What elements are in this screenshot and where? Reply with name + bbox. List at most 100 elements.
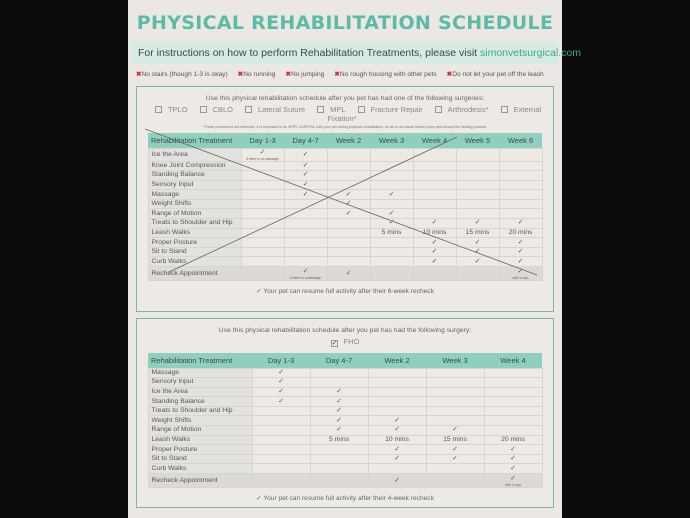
treatment-name: Weight Shifts xyxy=(147,198,242,210)
schedule-cell xyxy=(369,147,414,162)
check-icon: ✓ xyxy=(302,180,309,188)
table-row: Sensory Input ✓ xyxy=(147,179,543,191)
schedule-cell: ✓ xyxy=(412,256,457,268)
surgery-checkbox-external-fixation-[interactable]: External Fixation* xyxy=(327,105,541,123)
treatment-name: Sit to Stand xyxy=(147,453,253,465)
schedule-cell xyxy=(326,237,371,248)
check-icon: ✓ xyxy=(394,416,400,424)
schedule-cell xyxy=(326,256,371,268)
schedule-cell: ✓ xyxy=(367,453,427,465)
schedule-cell: ✓ xyxy=(367,425,427,436)
schedule-cell xyxy=(240,237,285,248)
surgery-checkbox-mpl[interactable]: MPL xyxy=(314,105,348,114)
treatment-name: Treats to Shoulder and Hip xyxy=(147,218,242,229)
treatment-name: Knee Joint Compression xyxy=(147,160,242,172)
check-icon: ✓ xyxy=(336,407,342,415)
schedule-cell xyxy=(251,453,311,465)
schedule-cell xyxy=(367,396,427,407)
schedule-cell xyxy=(483,386,543,398)
schedule-cell xyxy=(283,198,328,210)
surgery-checkbox-lateral-suture[interactable]: Lateral Suture xyxy=(242,105,308,114)
surgery-checkbox-cblo[interactable]: CBLO xyxy=(197,105,236,114)
x-icon: ✖ xyxy=(446,71,453,78)
schedule-cell xyxy=(251,405,311,417)
schedule-cell xyxy=(326,227,371,239)
website-link[interactable]: simonvetsurgical.com xyxy=(480,47,581,59)
table-row: Curb Walks ✓ xyxy=(147,463,543,475)
checkbox[interactable] xyxy=(317,106,325,113)
checkbox[interactable] xyxy=(500,106,508,113)
schedule-cell xyxy=(498,189,543,200)
column-header: Week 2 xyxy=(327,133,370,148)
column-header: Week 4 xyxy=(484,353,542,368)
schedule-cell xyxy=(309,473,369,489)
schedule-cell xyxy=(425,386,485,398)
schedule-cell xyxy=(455,189,500,200)
schedule-cell xyxy=(412,208,457,220)
page-title: PHYSICAL REHABILITATION SCHEDULE xyxy=(136,12,554,34)
schedule-cell xyxy=(326,160,371,172)
schedule-cell xyxy=(412,147,457,162)
schedule-cell xyxy=(483,415,543,427)
treatment-name: Recheck Appointment xyxy=(147,266,242,282)
x-icon: ✖ xyxy=(237,71,244,78)
checkbox[interactable] xyxy=(434,106,442,113)
schedule-cell: ✓ xyxy=(326,189,371,200)
schedule-cell xyxy=(412,266,457,282)
check-icon: ✓ xyxy=(302,267,309,275)
header-row: Rehabilitation Treatment Day 1-3 Day 4-7 We… xyxy=(148,133,542,148)
duration: 20 mins xyxy=(501,435,525,443)
schedule-cell xyxy=(369,179,414,191)
schedule-cell xyxy=(455,198,500,210)
checkbox[interactable]: ✓ xyxy=(330,340,338,347)
schedule-cell: ✓ xyxy=(309,386,369,398)
check-icon: ✓ xyxy=(452,426,458,434)
checkbox[interactable] xyxy=(154,106,162,113)
schedule-cell xyxy=(240,227,285,239)
checkbox[interactable] xyxy=(357,106,365,113)
schedule-cell xyxy=(251,415,311,427)
table-row: Treats to Shoulder and Hip ✓ xyxy=(147,405,543,417)
schedule-cell: ✓ xyxy=(425,444,485,455)
checkbox[interactable] xyxy=(245,106,252,113)
schedule-cell xyxy=(483,425,543,436)
schedule-cell xyxy=(369,246,414,258)
schedule-cell xyxy=(251,473,311,489)
schedule-cell: ✓ xyxy=(498,218,543,229)
surgery-checkbox-fracture-repair[interactable]: Fracture Repair xyxy=(355,105,426,114)
schedule-cell xyxy=(367,367,427,379)
treatment-name: Standing Balance xyxy=(147,396,253,407)
surgery-checkbox-tplo[interactable]: TPLO xyxy=(152,105,191,114)
table-row: Curb Walks ✓ ✓ ✓ xyxy=(147,256,543,268)
schedule-cell xyxy=(425,415,485,427)
schedule-cell xyxy=(369,237,414,248)
surgery-label: FHO xyxy=(343,337,360,346)
check-icon: ✓ xyxy=(517,257,524,265)
schedule-cell xyxy=(240,170,285,181)
schedule-cell xyxy=(425,396,485,407)
schedule-cell xyxy=(412,160,457,172)
schedule-cell xyxy=(412,189,457,200)
surgery-checkbox-arthrodesis-[interactable]: Arthrodesis* xyxy=(432,105,492,114)
schedule-cell xyxy=(369,198,414,210)
surgery-checkbox-fho[interactable]: ✓ FHO xyxy=(328,337,363,347)
schedule-cell xyxy=(455,208,500,220)
restriction-item: ✖Do not let your pet off the leash xyxy=(447,71,549,78)
check-icon: ✓ xyxy=(345,269,352,277)
schedule-1-intro: Use this physical rehabilitation schedul… xyxy=(205,95,485,102)
restriction-item: ✖No rough housing with other pets xyxy=(334,71,441,78)
table-row: Leash Walks 5 mins 10 mins 15 mins 20 mins xyxy=(147,434,543,446)
table-row: Sit to Stand ✓ ✓ ✓ xyxy=(147,453,543,465)
table-row: Ice the Area ✓ ✓ xyxy=(147,386,543,398)
checkbox[interactable] xyxy=(199,106,207,113)
schedule-cell: ✓ with x-rays xyxy=(483,473,543,489)
schedule-cell: ✓ xyxy=(455,256,500,268)
table-row: Range of Motion ✓ ✓ xyxy=(147,208,543,220)
restriction-item: ✖No running xyxy=(238,71,281,78)
schedule-cell xyxy=(283,227,328,239)
table-row: Treats to Shoulder and Hip ✓ ✓ ✓ ✓ xyxy=(147,218,543,229)
restriction-label: No stairs (though 1-3 is okay) xyxy=(141,71,228,78)
schedule-cell: ✓ xyxy=(309,425,369,436)
schedule-cell xyxy=(412,179,457,191)
check-icon: ✓ xyxy=(517,219,524,227)
